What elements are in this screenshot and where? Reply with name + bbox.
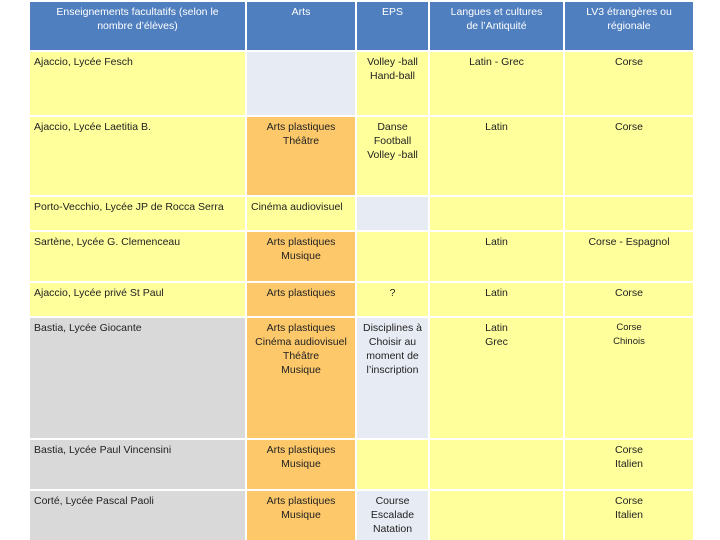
header-cell: EPS — [355, 0, 430, 52]
option-cell: Arts plastiques Musique — [245, 489, 357, 540]
school-cell: Ajaccio, Lycée Laetitia B. — [28, 115, 247, 197]
header-cell: Enseignements facultatifs (selon le nomb… — [28, 0, 247, 52]
option-cell — [428, 195, 565, 232]
header-cell: Langues et cultures de l’Antiquité — [428, 0, 565, 52]
table-row: Sartène, Lycée G. Clemenceau Arts plastiq… — [28, 230, 695, 283]
option-cell: Arts plastiques Musique — [245, 230, 357, 283]
option-cell: Arts plastiques Cinéma audiovisuel Théât… — [245, 316, 357, 440]
table-row: Ajaccio, Lycée Laetitia B. Arts plastique… — [28, 115, 695, 197]
school-cell: Sartène, Lycée G. Clemenceau — [28, 230, 247, 283]
option-cell: Corse Italien — [563, 438, 695, 491]
option-cell — [355, 438, 430, 491]
school-cell: Bastia, Lycée Paul Vincensini — [28, 438, 247, 491]
option-cell: Danse Football Volley -ball — [355, 115, 430, 197]
option-cell: Arts plastiques Théâtre — [245, 115, 357, 197]
option-cell: Latin - Grec — [428, 50, 565, 117]
option-cell: Disciplines à Choisir au moment de l’ins… — [355, 316, 430, 440]
option-cell: Latin Grec — [428, 316, 565, 440]
option-cell — [563, 195, 695, 232]
option-cell — [355, 230, 430, 283]
header-cell: Arts — [245, 0, 357, 52]
school-cell: Bastia, Lycée Giocante — [28, 316, 247, 440]
school-cell: Corté, Lycée Pascal Paoli — [28, 489, 247, 540]
option-cell: Volley -ball Hand-ball — [355, 50, 430, 117]
option-cell: Latin — [428, 281, 565, 318]
option-cell: Corse — [563, 115, 695, 197]
option-cell: Corse - Espagnol — [563, 230, 695, 283]
school-cell: Ajaccio, Lycée Fesch — [28, 50, 247, 117]
schools-table: Enseignements facultatifs (selon le nomb… — [28, 0, 695, 540]
option-cell: ? — [355, 281, 430, 318]
header-row: Enseignements facultatifs (selon le nomb… — [28, 0, 695, 52]
table-row: Ajaccio, Lycée privé St Paul Arts plastiq… — [28, 281, 695, 318]
option-cell: Latin — [428, 115, 565, 197]
option-cell: Latin — [428, 230, 565, 283]
table-row: Corté, Lycée Pascal Paoli Arts plastiques… — [28, 489, 695, 540]
table-row: Ajaccio, Lycée Fesch Volley -ball Hand-ba… — [28, 50, 695, 117]
option-cell — [428, 489, 565, 540]
option-cell: Course Escalade Natation — [355, 489, 430, 540]
option-cell: Corse — [563, 50, 695, 117]
option-cell — [355, 195, 430, 232]
header-cell: LV3 étrangères ou régionale — [563, 0, 695, 52]
school-cell: Porto-Vecchio, Lycée JP de Rocca Serra — [28, 195, 247, 232]
option-cell: Cinéma audiovisuel — [245, 195, 357, 232]
school-cell: Ajaccio, Lycée privé St Paul — [28, 281, 247, 318]
option-cell — [428, 438, 565, 491]
table-row: Bastia, Lycée Paul Vincensini Arts plasti… — [28, 438, 695, 491]
option-cell: Arts plastiques — [245, 281, 357, 318]
option-cell: Corse Italien — [563, 489, 695, 540]
option-cell: Arts plastiques Musique — [245, 438, 357, 491]
table-row: Bastia, Lycée Giocante Arts plastiques Ci… — [28, 316, 695, 440]
option-cell: Corse — [563, 281, 695, 318]
table-row: Porto-Vecchio, Lycée JP de Rocca Serra Ci… — [28, 195, 695, 232]
option-cell: Corse Chinois — [563, 316, 695, 440]
option-cell — [245, 50, 357, 117]
